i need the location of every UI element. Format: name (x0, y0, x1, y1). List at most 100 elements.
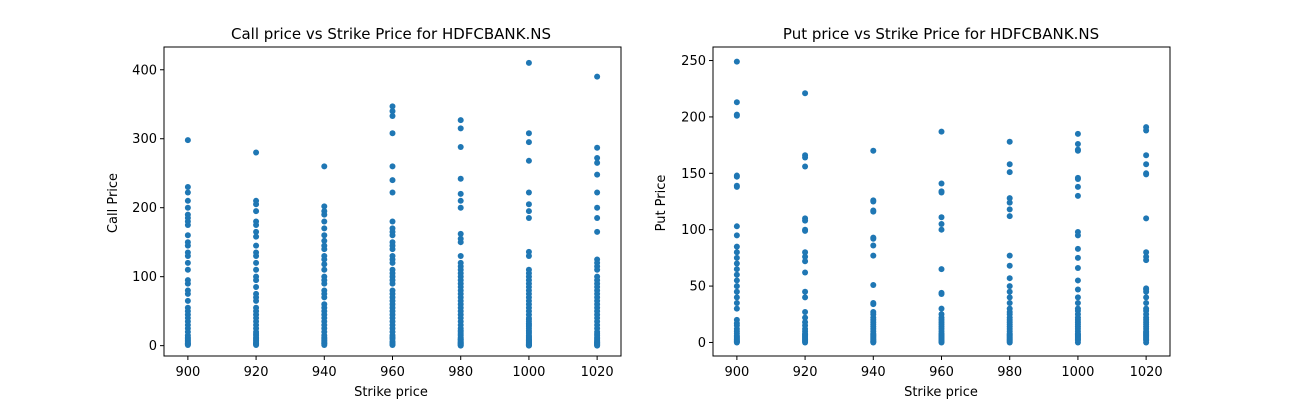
put-point (733, 305, 740, 312)
call-point (594, 228, 601, 235)
put-plot-frame (712, 46, 1171, 357)
call-point (184, 232, 191, 239)
call-point (321, 237, 328, 244)
put-price-chart: Put price vs Strike Price for HDFCBANK.N… (654, 25, 1171, 400)
put-point (733, 232, 740, 239)
call-point (184, 266, 191, 273)
put-point (870, 208, 877, 215)
call-chart-xlabel: Strike price (354, 385, 428, 400)
put-ytick-label: 150 (681, 167, 706, 182)
call-point (457, 125, 464, 132)
put-point (1143, 257, 1150, 264)
put-point (938, 339, 945, 346)
put-point (733, 58, 740, 65)
put-point (938, 305, 945, 312)
put-point (802, 258, 809, 265)
call-point (253, 284, 260, 291)
call-point (253, 297, 260, 304)
call-point (525, 201, 532, 208)
put-point (733, 173, 740, 180)
put-point (870, 281, 877, 288)
put-point (1074, 140, 1081, 147)
put-point (802, 249, 809, 256)
call-point (253, 341, 260, 348)
put-point (1074, 183, 1081, 190)
call-point (525, 130, 532, 137)
put-point (733, 249, 740, 256)
put-point (733, 339, 740, 346)
call-point (457, 144, 464, 151)
put-point (1074, 147, 1081, 154)
call-point (321, 232, 328, 239)
put-point (802, 253, 809, 260)
call-point (321, 341, 328, 348)
put-point (1143, 171, 1150, 178)
put-point (802, 90, 809, 97)
call-point (184, 189, 191, 196)
call-points (184, 59, 601, 349)
put-point (1143, 127, 1150, 134)
call-point (253, 208, 260, 215)
put-points (733, 58, 1150, 346)
put-point (733, 283, 740, 290)
call-point (457, 239, 464, 246)
call-point (389, 103, 396, 110)
put-point (802, 154, 809, 161)
call-xtick-label: 900 (175, 365, 200, 380)
put-point (1074, 300, 1081, 306)
put-point (733, 183, 740, 190)
put-point (1074, 286, 1081, 293)
call-point (184, 297, 191, 304)
put-point (802, 309, 809, 316)
put-point (802, 314, 809, 321)
call-point (594, 215, 601, 222)
put-point (870, 339, 877, 346)
put-xtick-label: 940 (861, 365, 886, 380)
put-point (1006, 300, 1013, 306)
put-point (733, 294, 740, 301)
put-point (1074, 232, 1081, 239)
call-point (594, 189, 601, 196)
call-point (184, 221, 191, 228)
put-ticks: 900 920 940 960 980 1000 1020 0 50 100 150 200 250 (681, 54, 1163, 380)
put-xtick-label: 1020 (1130, 365, 1163, 380)
call-point (184, 204, 191, 211)
put-point (733, 277, 740, 284)
call-point (184, 341, 191, 348)
put-xtick-label: 920 (793, 365, 818, 380)
put-xtick-label: 980 (997, 365, 1022, 380)
call-ticks: 900 920 940 960 980 1000 1020 0 100 200 300 400 (132, 63, 614, 380)
put-point (1006, 283, 1013, 290)
put-point (802, 339, 809, 346)
call-xtick-label: 980 (448, 365, 473, 380)
call-point (525, 189, 532, 196)
put-xtick-label: 960 (929, 365, 954, 380)
put-point (802, 217, 809, 224)
put-point (1143, 294, 1150, 301)
call-point (253, 242, 260, 249)
put-point (870, 301, 877, 308)
put-point (1143, 152, 1150, 159)
put-point (802, 269, 809, 276)
put-chart-xlabel: Strike price (904, 385, 978, 400)
call-xtick-label: 960 (380, 365, 405, 380)
call-point (184, 259, 191, 266)
put-point (1074, 130, 1081, 137)
call-point (457, 204, 464, 211)
call-point (525, 215, 532, 222)
put-ytick-label: 50 (689, 280, 706, 295)
put-point (1006, 161, 1013, 168)
call-chart-ylabel: Call Price (106, 173, 121, 233)
put-point (1143, 300, 1150, 306)
put-point (733, 254, 740, 261)
call-point (457, 190, 464, 197)
put-ytick-label: 100 (681, 223, 706, 238)
call-chart-title: Call price vs Strike Price for HDFCBANK.… (231, 25, 551, 43)
call-point (389, 108, 396, 115)
call-point (253, 201, 260, 208)
call-ytick-label: 200 (132, 201, 157, 216)
put-point (1074, 265, 1081, 272)
call-point (253, 252, 260, 259)
put-point (870, 242, 877, 249)
